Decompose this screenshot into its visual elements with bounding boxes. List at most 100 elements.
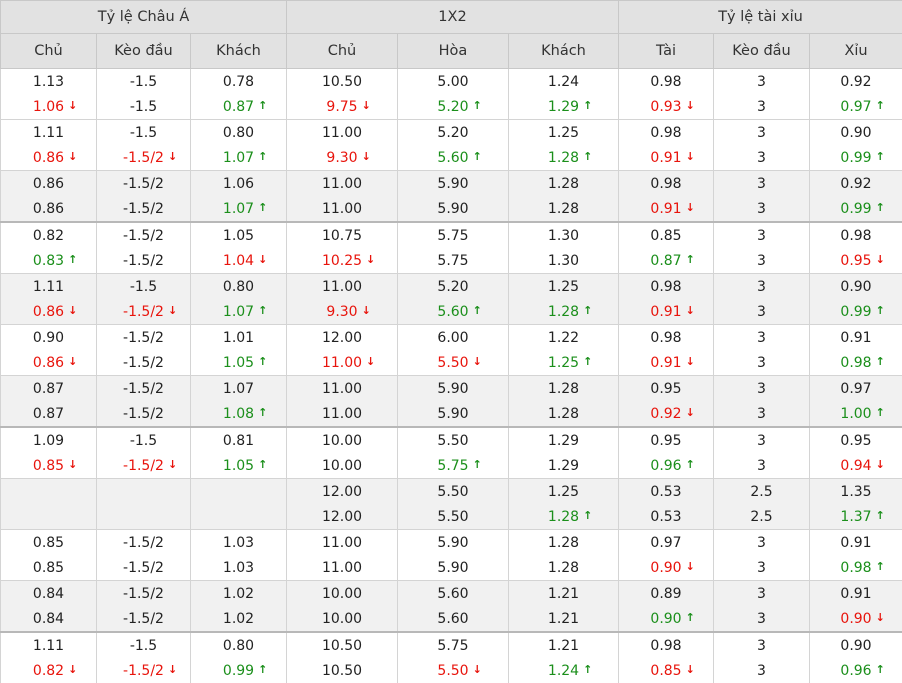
odds-value-text: 3	[757, 586, 766, 602]
odds-value-text: 1.29	[548, 458, 579, 474]
odds-value-text: 5.20	[437, 125, 468, 141]
odds-cell: 0.85↓	[619, 658, 714, 683]
odds-cell: 0.84	[1, 581, 97, 607]
odds-value-text: 0.87	[650, 253, 681, 269]
arrow-up-icon: ↑	[258, 406, 267, 419]
odds-cell: 1.00↑	[810, 401, 902, 427]
odds-value-text: 1.35	[840, 484, 871, 500]
odds-cell: 0.98↑	[810, 350, 902, 376]
odds-value: 1.25	[548, 484, 579, 500]
odds-cell: 0.96↑	[619, 453, 714, 479]
odds-value-text: -1.5/2	[123, 611, 164, 627]
arrow-up-icon: ↑	[686, 611, 695, 624]
odds-value: 1.28	[548, 381, 579, 397]
odds-cell: 5.50	[398, 479, 509, 505]
odds-value-text: 0.93	[650, 99, 681, 115]
odds-cell: -1.5/2	[97, 401, 191, 427]
odds-value: 11.00	[322, 201, 362, 217]
odds-value-text: 5.60	[437, 611, 468, 627]
odds-cell: 0.98	[619, 632, 714, 658]
odds-cell: 11.00	[287, 171, 398, 197]
odds-value-text: 0.82	[33, 228, 64, 244]
odds-value: 0.90↓	[840, 611, 871, 627]
odds-value: 5.90	[437, 176, 468, 192]
odds-value-text: 0.85	[33, 560, 64, 576]
odds-value: -1.5/2↓	[123, 663, 164, 679]
odds-value-text: 1.05	[223, 228, 254, 244]
odds-value: 0.92	[840, 74, 871, 90]
odds-value: -1.5	[130, 74, 157, 90]
odds-cell: 0.97	[810, 376, 902, 402]
odds-value-text: 1.25	[548, 125, 579, 141]
odds-value: 0.80	[223, 279, 254, 295]
odds-value-text: -1.5/2	[123, 586, 164, 602]
odds-value-text: 0.84	[33, 586, 64, 602]
odds-value-text: -1.5	[130, 279, 157, 295]
arrow-up-icon: ↑	[473, 458, 482, 471]
odds-value: 0.53	[650, 509, 681, 525]
odds-value: 3	[757, 638, 766, 654]
odds-cell: 10.00	[287, 427, 398, 453]
arrow-down-icon: ↓	[362, 99, 371, 112]
odds-cell: 0.86↓	[1, 299, 97, 325]
group-header-1x2: 1X2	[287, 1, 619, 34]
odds-value: 1.37↑	[840, 509, 871, 525]
odds-value-text: -1.5/2	[123, 253, 164, 269]
odds-value: 0.83↑	[33, 253, 64, 269]
odds-value: 0.85	[33, 535, 64, 551]
odds-value: 0.92	[840, 176, 871, 192]
odds-value: 5.90	[437, 381, 468, 397]
odds-value: 5.60↑	[437, 304, 468, 320]
odds-value: 1.07↑	[223, 201, 254, 217]
odds-value: 0.91	[840, 535, 871, 551]
odds-value: 1.11	[33, 279, 64, 295]
arrow-down-icon: ↓	[168, 663, 177, 676]
odds-value: 11.00↓	[322, 355, 362, 371]
odds-value-text: 1.29	[548, 433, 579, 449]
odds-cell: 1.28	[509, 555, 619, 581]
odds-cell: 5.20↑	[398, 94, 509, 120]
odds-value: 0.98	[650, 638, 681, 654]
odds-value-text: 3	[757, 99, 766, 115]
odds-value: 0.89	[650, 586, 681, 602]
odds-value: 5.90	[437, 560, 468, 576]
odds-value-text: 9.30	[326, 304, 357, 320]
odds-value: 3	[757, 381, 766, 397]
odds-value: -1.5	[130, 433, 157, 449]
odds-cell: 10.25↓	[287, 248, 398, 274]
odds-cell: 0.99↑	[810, 145, 902, 171]
odds-value: 11.00	[322, 535, 362, 551]
odds-value: 1.07↑	[223, 150, 254, 166]
odds-value: 5.00	[437, 74, 468, 90]
odds-value: -1.5/2	[123, 586, 164, 602]
arrow-up-icon: ↑	[876, 201, 885, 214]
odds-value: 3	[757, 458, 766, 474]
odds-value-text: -1.5/2	[123, 304, 164, 320]
odds-cell: 1.30	[509, 248, 619, 274]
odds-value: 10.75	[322, 228, 362, 244]
odds-value: 0.85	[650, 228, 681, 244]
odds-value-text: 1.28	[548, 304, 579, 320]
odds-value-text: 1.28	[548, 381, 579, 397]
odds-cell: 0.93↓	[619, 94, 714, 120]
arrow-down-icon: ↓	[686, 150, 695, 163]
odds-value: 0.90	[33, 330, 64, 346]
odds-value-text: 1.30	[548, 228, 579, 244]
odds-value: -1.5/2	[123, 330, 164, 346]
odds-cell: 0.95↓	[810, 248, 902, 274]
odds-cell: 5.75 ↑	[398, 453, 509, 479]
odds-cell: 5.90	[398, 555, 509, 581]
odds-value-text: 0.98	[650, 330, 681, 346]
odds-value: 3	[757, 330, 766, 346]
odds-cell: 1.21	[509, 581, 619, 607]
odds-value-text: 3	[757, 663, 766, 679]
odds-cell: 0.53	[619, 479, 714, 505]
odds-value-text: 0.80	[223, 125, 254, 141]
odds-value: 0.87↑	[650, 253, 681, 269]
odds-value-text: 5.75	[437, 458, 468, 474]
odds-cell: -1.5	[97, 427, 191, 453]
